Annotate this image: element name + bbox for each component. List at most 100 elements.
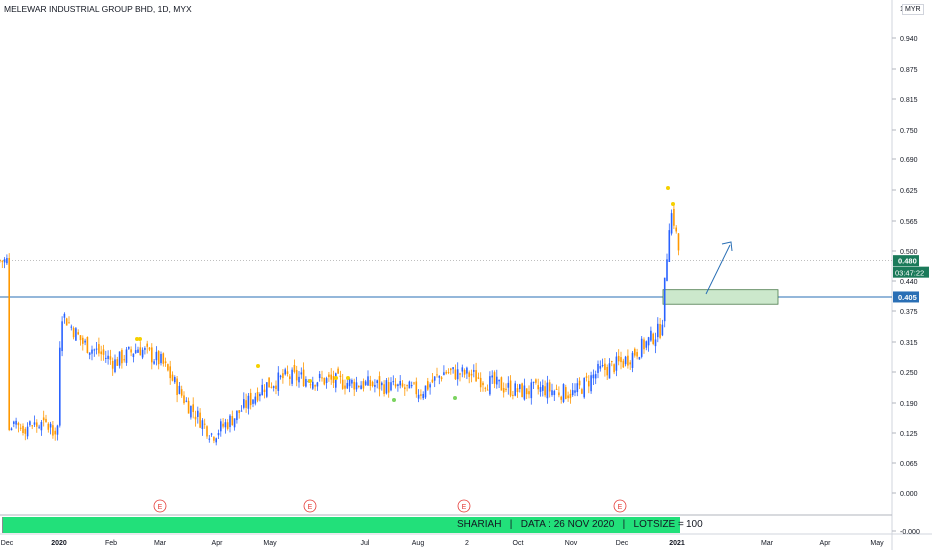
- candle-body: [84, 340, 86, 343]
- candle-body: [371, 381, 374, 387]
- candle-body: [390, 382, 392, 391]
- candle-body: [146, 343, 148, 347]
- earnings-marker-label: E: [308, 504, 313, 511]
- price-tick-label: 0.940: [900, 36, 918, 43]
- candle-body: [330, 374, 332, 380]
- candle-body: [130, 349, 132, 353]
- last-price-tag: [893, 255, 919, 267]
- candle-body: [562, 384, 565, 402]
- candle-body: [643, 339, 645, 350]
- candle-body: [408, 381, 411, 389]
- candle-body: [325, 378, 328, 383]
- candle-body: [8, 257, 10, 430]
- candle-body: [293, 365, 296, 372]
- candle-body: [450, 368, 452, 371]
- candle-body: [452, 367, 454, 370]
- candle-body: [323, 377, 326, 385]
- candle-body: [362, 381, 365, 389]
- time-tick-label: Mar: [761, 540, 774, 547]
- candle-body: [289, 376, 291, 380]
- time-tick-label: Aug: [412, 540, 425, 547]
- candle-body: [314, 385, 316, 387]
- candle-body: [477, 377, 480, 379]
- candle-body: [266, 382, 268, 397]
- candle-body: [551, 390, 553, 396]
- candle-body: [546, 382, 549, 399]
- price-tick-label: 0.125: [900, 431, 918, 438]
- candle-body: [622, 360, 625, 368]
- candle-body: [10, 428, 13, 431]
- signal-dot: [346, 376, 350, 380]
- candle-body: [461, 367, 464, 372]
- candle-body: [410, 385, 413, 387]
- currency-button[interactable]: MYR: [902, 4, 924, 15]
- candle-body: [210, 433, 213, 435]
- candle-body: [240, 410, 243, 412]
- candle-body: [22, 425, 24, 434]
- candle-body: [167, 364, 169, 371]
- time-tick-label: May: [263, 540, 277, 547]
- candle-body: [45, 418, 47, 423]
- candle-body: [82, 337, 84, 344]
- candle-body: [151, 347, 153, 363]
- candle-body: [484, 387, 487, 389]
- candle-body: [63, 313, 66, 318]
- candle-body: [1, 260, 4, 262]
- candle-body: [634, 348, 636, 356]
- candle-body: [397, 384, 399, 387]
- candle-body: [535, 379, 537, 383]
- candle-body: [178, 385, 181, 394]
- candle-body: [190, 405, 192, 418]
- candle-body: [180, 389, 183, 396]
- price-tick-label: 0.815: [900, 97, 918, 104]
- candle-body: [590, 375, 592, 392]
- candle-body: [415, 381, 418, 395]
- countdown-label: 03:47:22: [895, 269, 924, 278]
- candle-body: [525, 388, 528, 395]
- candle-body: [364, 381, 367, 385]
- candle-body: [183, 395, 185, 404]
- price-tick-label: 0.875: [900, 67, 918, 74]
- earnings-marker: [303, 499, 317, 513]
- candle-body: [157, 351, 160, 365]
- candle-body: [351, 380, 353, 384]
- candle-body: [585, 376, 588, 378]
- candle-body: [650, 330, 652, 341]
- price-tick-label: 0.375: [900, 309, 918, 316]
- countdown-tag: [893, 266, 929, 278]
- candle-body: [521, 383, 523, 397]
- candle-body: [663, 277, 666, 322]
- candle-body: [107, 355, 109, 359]
- candle-body: [201, 420, 204, 429]
- info-banner: [3, 517, 680, 533]
- candle-body: [502, 387, 505, 393]
- candle-body: [19, 427, 22, 429]
- candle-body: [176, 378, 178, 396]
- candle-body: [102, 349, 105, 355]
- candle-body: [295, 369, 298, 381]
- candle-body: [433, 376, 436, 381]
- candle-body: [328, 374, 330, 378]
- candle-body: [470, 373, 473, 376]
- candle-body: [79, 335, 82, 341]
- candle-body: [376, 380, 378, 384]
- trend-arrow-line: [705, 244, 731, 295]
- candle-body: [544, 386, 546, 396]
- candle-body: [291, 369, 293, 384]
- candle-body: [268, 377, 270, 388]
- candle-body: [15, 420, 17, 425]
- candle-body: [26, 426, 29, 437]
- candle-body: [427, 381, 429, 390]
- candle-body: [592, 374, 595, 379]
- candle-body: [429, 384, 431, 388]
- last-price-label: 0.480: [898, 257, 917, 266]
- candle-body: [49, 423, 52, 428]
- candle-body: [387, 382, 390, 393]
- candle-body: [263, 389, 266, 393]
- candle-body: [171, 374, 174, 381]
- candle-body: [537, 385, 539, 390]
- candle-body: [588, 380, 590, 387]
